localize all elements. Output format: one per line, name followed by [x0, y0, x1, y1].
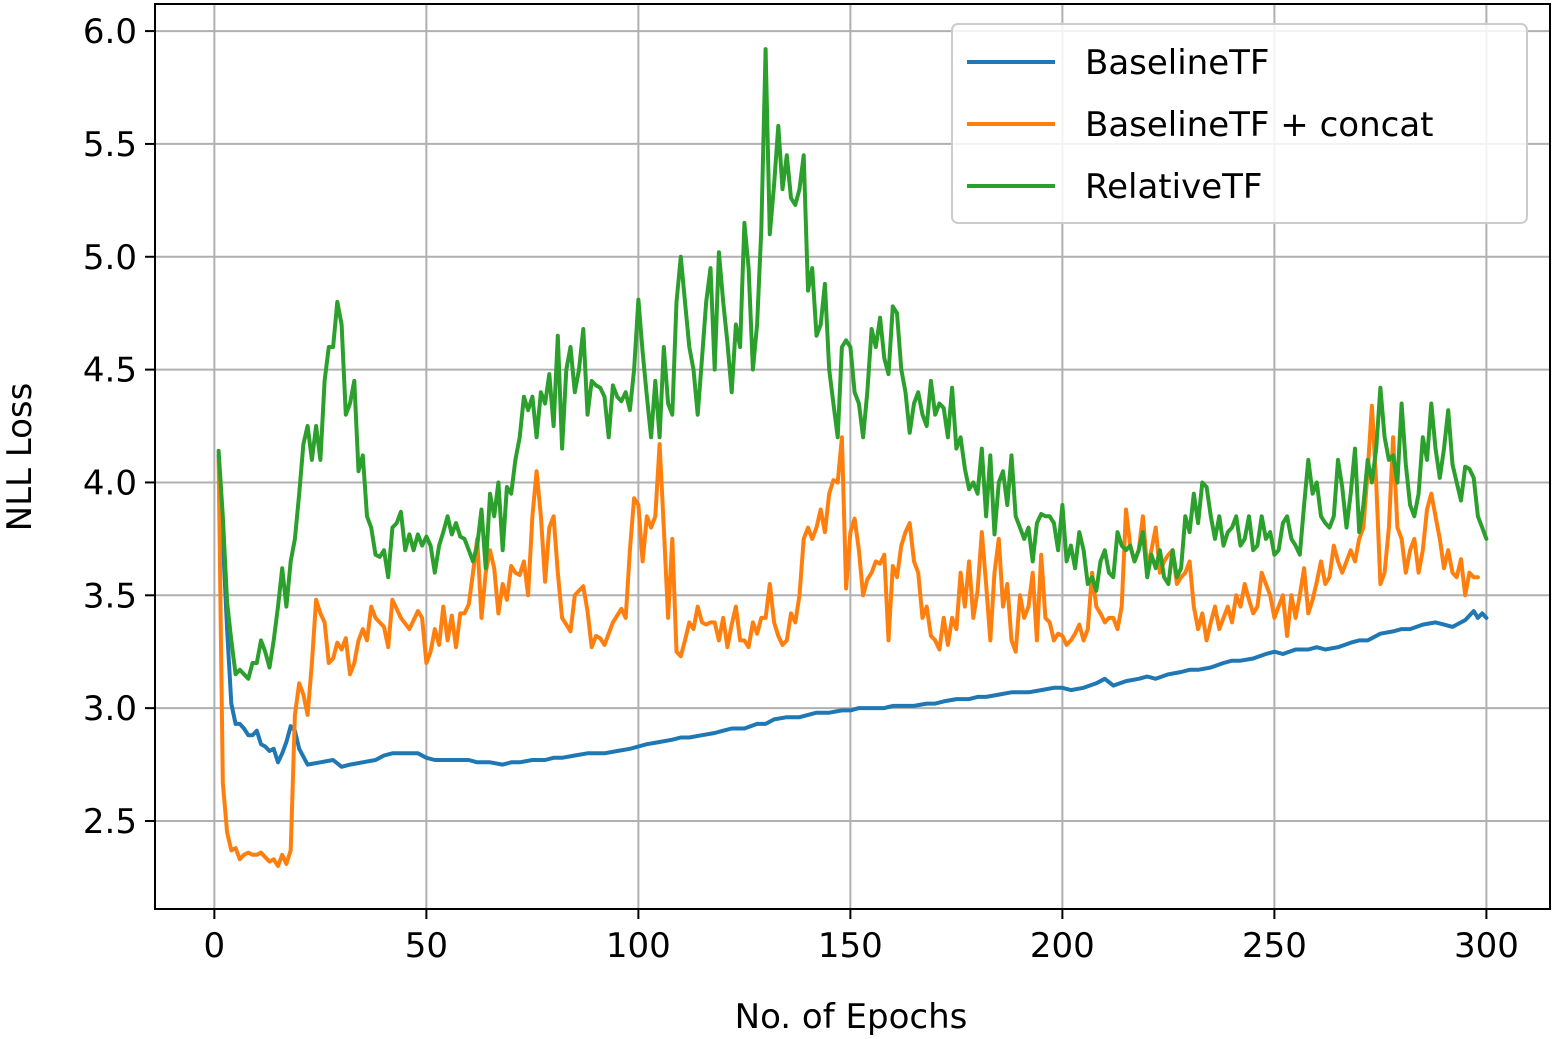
y-tick-label: 6.0 — [83, 12, 137, 52]
x-axis-label: No. of Epochs — [735, 997, 968, 1037]
x-tick-label: 200 — [1030, 926, 1095, 966]
y-tick-label: 5.5 — [83, 125, 137, 165]
legend-label: BaselineTF + concat — [1085, 105, 1433, 145]
y-axis-label: NLL Loss — [0, 383, 40, 532]
series-line-3 — [216, 47, 1489, 681]
x-tick-label: 100 — [606, 926, 671, 966]
series-line-1 — [216, 453, 1489, 769]
x-tick-label: 50 — [405, 926, 448, 966]
legend: BaselineTF BaselineTF + concat RelativeTF — [951, 23, 1528, 224]
legend-label: BaselineTF — [1085, 43, 1269, 83]
legend-label: RelativeTF — [1085, 167, 1262, 207]
legend-box — [951, 23, 1528, 224]
x-tick-label: 250 — [1242, 926, 1307, 966]
ticks: 0 50 100 150 200 250 300 2.5 3.0 3.5 4.0 4.5 5.0 5.5 6… — [83, 12, 1519, 966]
x-tick-label: 300 — [1454, 926, 1519, 966]
series-lines — [216, 47, 1489, 869]
y-tick-label: 2.5 — [83, 802, 137, 842]
x-tick-label: 150 — [818, 926, 883, 966]
series-line-2 — [216, 403, 1480, 869]
y-tick-label: 5.0 — [83, 238, 137, 278]
y-tick-label: 4.0 — [83, 463, 137, 503]
y-tick-label: 3.0 — [83, 689, 137, 729]
plot-frame — [154, 3, 1551, 910]
y-tick-label: 3.5 — [83, 576, 137, 616]
x-tick-label: 0 — [204, 926, 226, 966]
y-tick-label: 4.5 — [83, 351, 137, 391]
